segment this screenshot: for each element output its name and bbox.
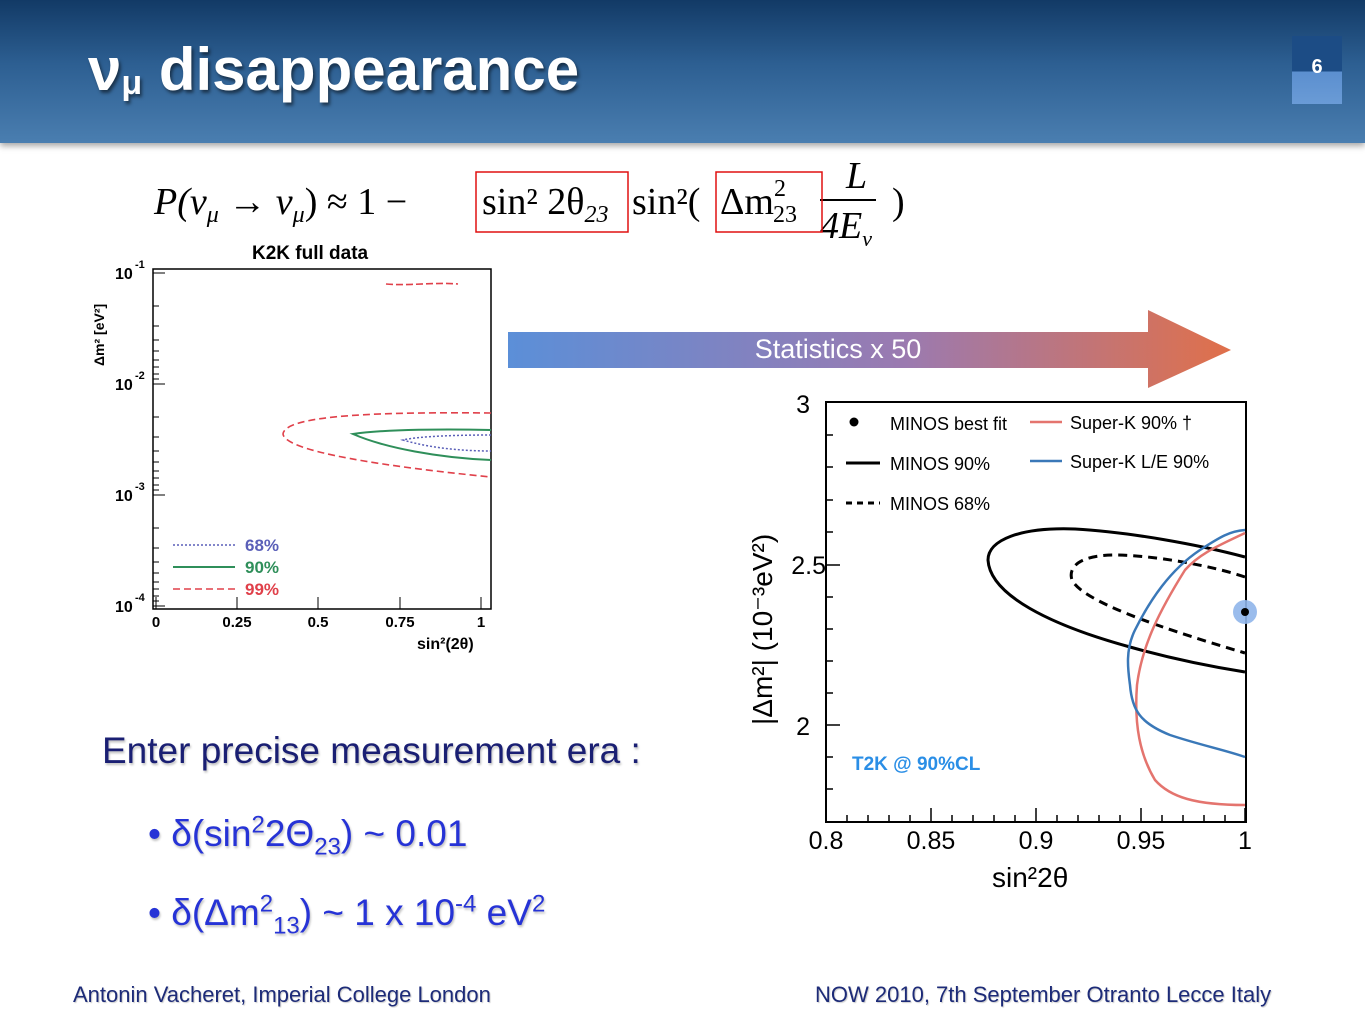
k2k-contour-68 [400,434,492,452]
statistics-arrow-label: Statistics x 50 [754,334,922,364]
k2k-xlabel: sin²(2θ) [417,636,474,653]
k2k-ytick-label: 10 [115,266,133,283]
k2k-xtick-label: 0.75 [385,614,414,631]
k2k-xtick-label: 0.5 [308,614,329,631]
legend-68: 68% [245,536,279,555]
minos-legend-90: MINOS 90% [890,454,990,474]
minos-ytick-label: 2 [796,713,810,741]
statistics-arrow [508,310,1231,388]
k2k-xtick-label: 0.25 [222,614,251,631]
t2k-annotation: T2K @ 90%CL [852,754,981,775]
svg-text:sin² 2θ23: sin² 2θ23 [482,181,608,228]
bullet-marker: • [148,813,161,855]
minos-best-fit-point [1241,608,1249,616]
minos-xtick-label: 0.85 [907,827,956,855]
svg-text:4Eν: 4Eν [820,205,872,250]
minos-ytick-label: 3 [796,391,810,419]
minos-xlabel: sin²2θ [992,862,1068,893]
highlight-box-sin2theta [475,171,629,233]
bullet-marker: • [148,892,161,934]
svg-text:L: L [845,155,867,197]
svg-text:): ) [892,181,905,223]
minos-xtick-label: 0.95 [1117,827,1166,855]
minos-68-contour [1069,553,1246,655]
svg-text:P(νμ → νμ) ≈ 1 −: P(νμ → νμ) ≈ 1 − [153,181,407,228]
slide-header: νμ disappearance 6 [0,0,1365,143]
minos-contour-plot: 3 2.5 2 0.8 0.85 0.9 0.95 1 sin²2θ |Δm²|… [747,391,1257,893]
oscillation-formula: P(νμ → νμ) ≈ 1 − sin² 2θ23 sin²( Δm2 23 L… [153,155,905,250]
k2k-xtick-label: 0 [152,614,160,631]
minos-xtick-label: 0.9 [1019,827,1054,855]
superk-legend-90: Super-K 90% † [1070,413,1192,433]
k2k-contour-90 [349,428,492,461]
k2k-contour-plot: K2K full data 10-1 10-2 10-3 10-4 0 0.25… [91,243,492,653]
minos-ytick-label: 2.5 [791,552,826,580]
minos-xtick-label: 1 [1238,827,1252,855]
k2k-ylabel: Δm² [eV²] [91,304,107,366]
bullet-text-dm2: δ(Δm213) ~ 1 x 10-4 eV2 [171,891,546,940]
slide-title: νμ disappearance [88,36,580,103]
minos-90-contour [986,527,1246,674]
k2k-ytick-label: 10 [115,488,133,505]
bullet-dm2: • δ(Δm213) ~ 1 x 10-4 eV2 [148,891,545,941]
footer-conference: NOW 2010, 7th September Otranto Lecce It… [815,982,1272,1007]
highlight-box-dm2 [715,171,823,233]
page-number-badge: 6 [1292,36,1342,104]
legend-99: 99% [245,580,279,599]
k2k-ytick-exp: -3 [135,481,145,493]
legend-90: 90% [245,558,279,577]
k2k-contour-99 [282,411,492,478]
footer-author: Antonin Vacheret, Imperial College Londo… [73,982,491,1007]
superk-90-contour [1135,531,1246,807]
bullet-text-sin2theta: δ(sin22Θ23) ~ 0.01 [171,812,468,861]
k2k-title: K2K full data [252,243,369,264]
superk-legend-le: Super-K L/E 90% [1070,452,1209,472]
k2k-ytick-label: 10 [115,599,133,616]
k2k-ytick-label: 10 [115,377,133,394]
minos-xtick-label: 0.8 [809,827,844,855]
k2k-contour-99-top [385,282,459,286]
k2k-ytick-exp: -4 [135,592,146,604]
bullet-sin2theta: • δ(sin22Θ23) ~ 0.01 [148,812,467,862]
page-number: 6 [1311,56,1323,78]
k2k-ytick-exp: -2 [135,370,145,382]
minos-legend-68: MINOS 68% [890,494,990,514]
k2k-xtick-label: 1 [477,614,485,631]
k2k-ytick-exp: -1 [135,259,145,271]
enter-era-heading: Enter precise measurement era : [102,730,641,771]
superk-le-contour [1126,528,1246,759]
svg-text:sin²(: sin²( [632,181,700,223]
minos-ylabel: |Δm²| (10⁻³eV²) [747,534,778,725]
minos-legend-best-fit: MINOS best fit [890,414,1007,434]
